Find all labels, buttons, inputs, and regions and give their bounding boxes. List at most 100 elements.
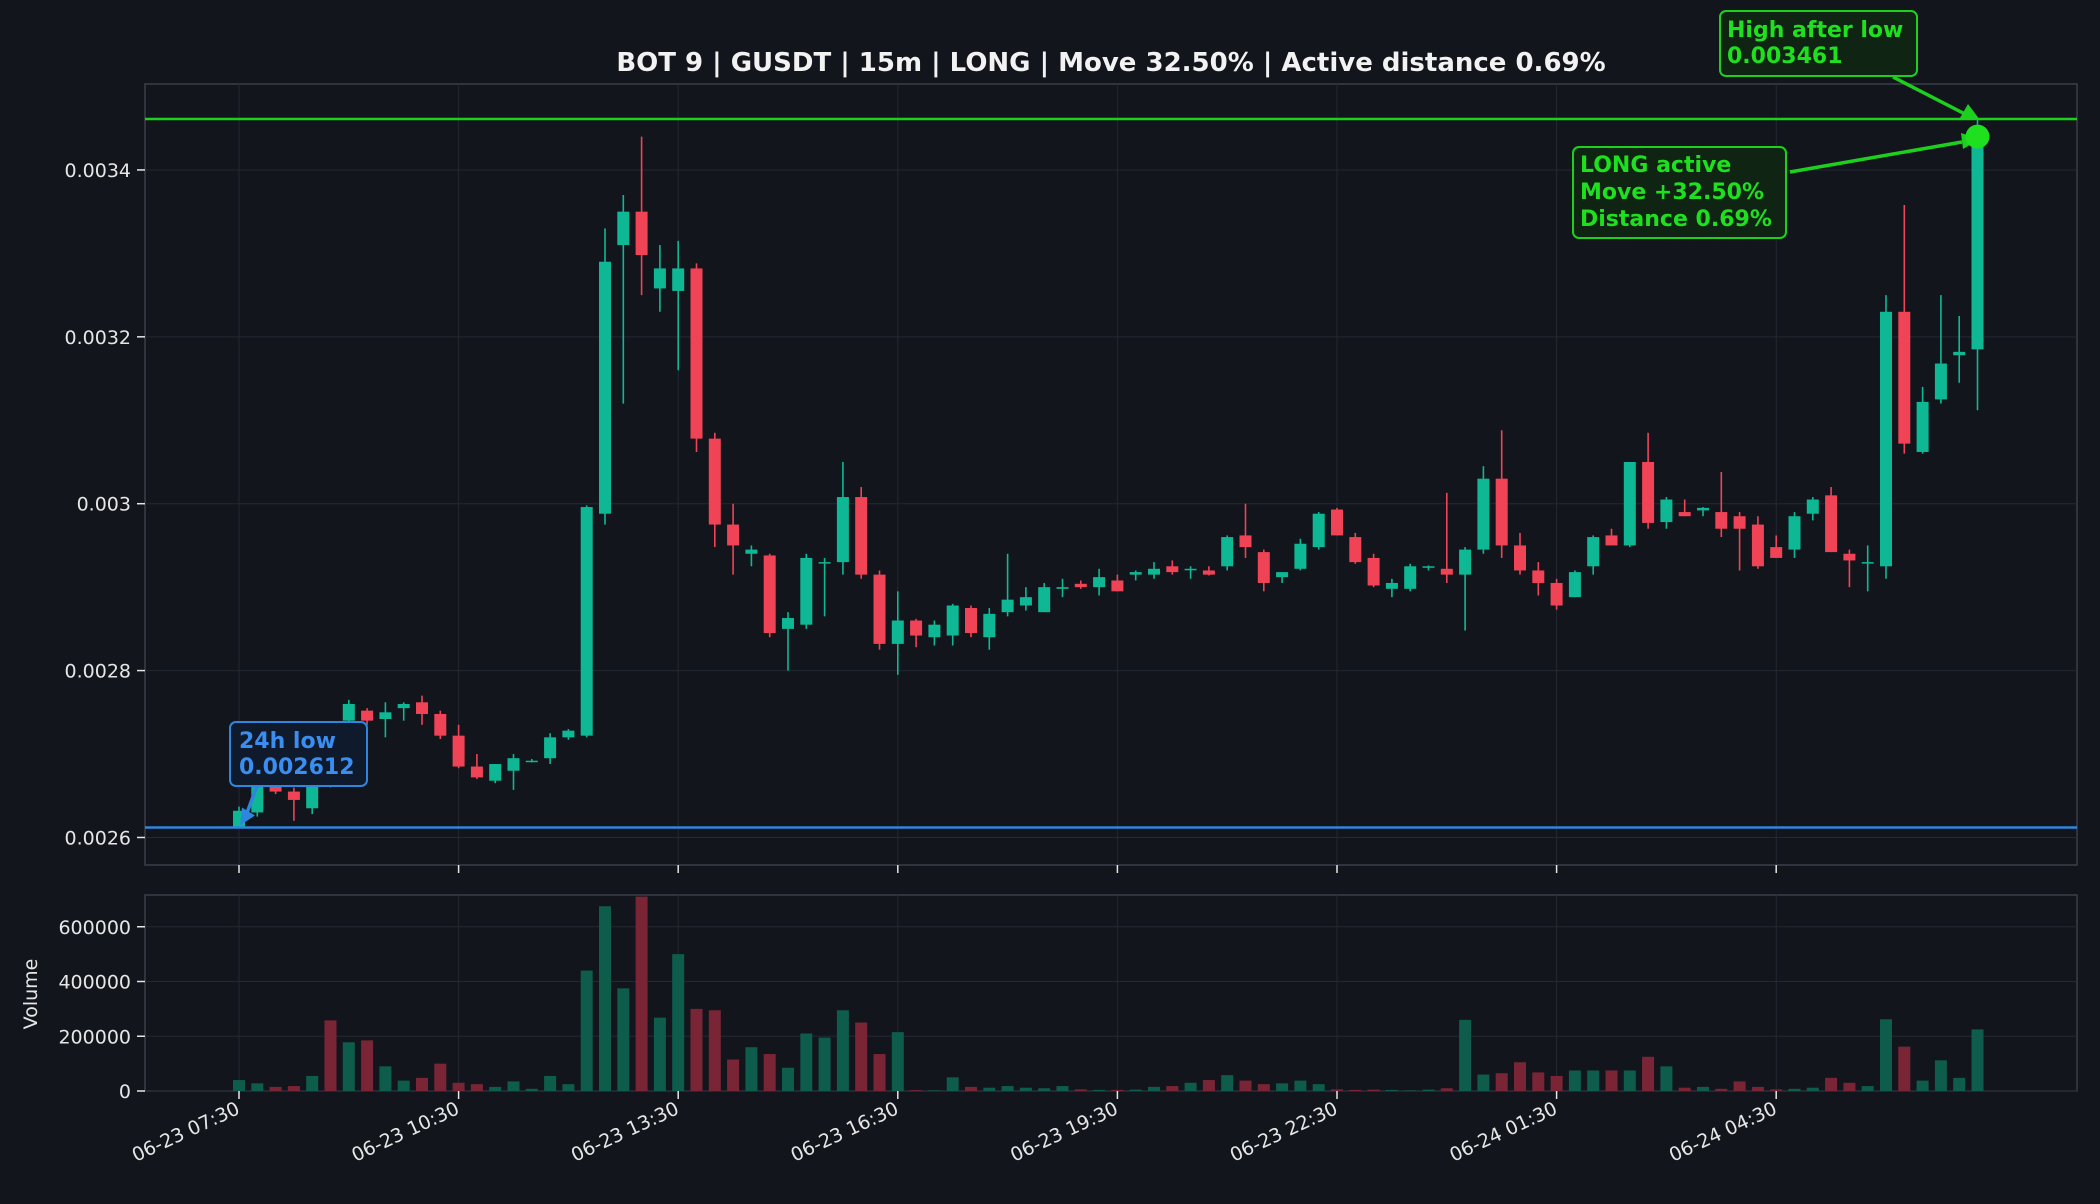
candle-body <box>1385 582 1398 589</box>
candle-body <box>1056 587 1069 589</box>
volume-bar <box>1276 1083 1289 1091</box>
active-arrow <box>1789 140 1963 174</box>
volume-bar <box>1385 1089 1398 1091</box>
candle <box>1038 582 1051 613</box>
candle-body <box>1459 549 1472 575</box>
high-annotation: High after low 0.003461 <box>1719 10 1980 120</box>
candle-body <box>269 783 282 792</box>
candle <box>836 461 849 575</box>
candle <box>1074 580 1087 589</box>
candle <box>1331 507 1343 536</box>
volume-bar <box>653 1017 666 1091</box>
candle <box>672 240 685 371</box>
volume-bar <box>1001 1086 1014 1091</box>
candle-body <box>1331 509 1343 536</box>
candle-body <box>1184 568 1197 571</box>
volume-bar <box>873 1054 886 1091</box>
candle-body <box>470 766 483 778</box>
candle <box>946 603 959 646</box>
active-annotation-distance: Distance 0.69% <box>1580 207 1772 232</box>
candle-body <box>397 703 410 709</box>
candle-body <box>1440 568 1453 575</box>
candle-body <box>1642 461 1655 523</box>
volume-bar <box>470 1084 483 1091</box>
volume-bar <box>1294 1080 1307 1091</box>
candle-body <box>1294 543 1307 569</box>
volume-bar <box>544 1075 557 1091</box>
candle <box>1184 566 1197 579</box>
candle <box>1495 430 1508 558</box>
high-arrow-head <box>1960 104 1980 120</box>
candle-body <box>818 562 831 564</box>
candle-body <box>1697 507 1709 511</box>
volume-bar <box>690 1008 703 1091</box>
candle-body <box>635 211 648 256</box>
candle <box>1660 497 1673 529</box>
volume-bar <box>1953 1077 1966 1091</box>
candle <box>1056 578 1069 598</box>
candle <box>891 591 904 675</box>
candle-body <box>1550 582 1563 606</box>
candle-body <box>452 735 465 767</box>
candle-body <box>1514 545 1526 571</box>
candle <box>727 503 740 575</box>
price-y-tick-label: 0.0026 <box>65 827 131 849</box>
candle-body <box>672 268 685 291</box>
candle-body <box>361 710 374 721</box>
candle-body <box>489 764 502 781</box>
volume-bar <box>928 1090 941 1091</box>
volume-bar <box>1019 1087 1032 1091</box>
candle-body <box>1404 566 1417 589</box>
candle-body <box>800 557 813 625</box>
candle-body <box>965 608 977 634</box>
candle-body <box>1111 580 1124 592</box>
candle <box>379 702 392 738</box>
candle-body <box>1093 577 1106 588</box>
candle-body <box>1367 557 1380 586</box>
candle <box>1788 512 1801 558</box>
candle <box>434 710 447 740</box>
candle <box>653 245 666 312</box>
volume-bar <box>1788 1088 1801 1091</box>
candle-body <box>1623 461 1636 546</box>
volume-bar <box>1825 1077 1838 1091</box>
volume-bar <box>599 906 611 1091</box>
candle-body <box>1843 553 1856 561</box>
candle-body <box>1806 499 1819 514</box>
chart-title: BOT 9 | GUSDT | 15m | LONG | Move 32.50%… <box>616 48 1605 78</box>
candle-body <box>1733 516 1746 529</box>
candle-body <box>1971 136 1984 350</box>
volume-bar <box>1038 1088 1051 1091</box>
volume-bar <box>1916 1080 1929 1091</box>
volume-bar <box>983 1087 996 1091</box>
volume-y-tick-label: 0 <box>119 1081 131 1103</box>
price-y-tick-label: 0.0032 <box>65 327 131 349</box>
candle-body <box>1276 572 1289 578</box>
volume-bar <box>580 970 593 1091</box>
high-annotation-label: High after low <box>1727 18 1903 43</box>
candle-body <box>1001 599 1014 613</box>
candle-body <box>1166 566 1179 573</box>
candle-body <box>763 555 776 634</box>
volume-bar <box>1715 1088 1728 1091</box>
candle-body <box>1477 478 1490 550</box>
candle <box>1916 386 1929 454</box>
low-annotation-box <box>229 721 368 787</box>
volume-bar <box>525 1088 538 1091</box>
candle <box>580 505 593 738</box>
volume-bar <box>782 1067 794 1091</box>
candle-body <box>855 497 868 575</box>
candle <box>708 432 721 548</box>
candle-body <box>1074 583 1087 588</box>
candle-body <box>1605 535 1618 546</box>
volume-bar <box>635 896 648 1091</box>
candle-body <box>1422 566 1435 568</box>
volume-bar <box>1202 1080 1215 1091</box>
volume-bar <box>361 1040 374 1091</box>
price-y-tick-label: 0.0028 <box>65 661 131 683</box>
candle-body <box>562 730 575 738</box>
volume-bar <box>1605 1070 1618 1091</box>
candle-body <box>1019 597 1032 606</box>
candle-body <box>1678 512 1691 517</box>
active-annotation-status: LONG active <box>1580 153 1731 178</box>
